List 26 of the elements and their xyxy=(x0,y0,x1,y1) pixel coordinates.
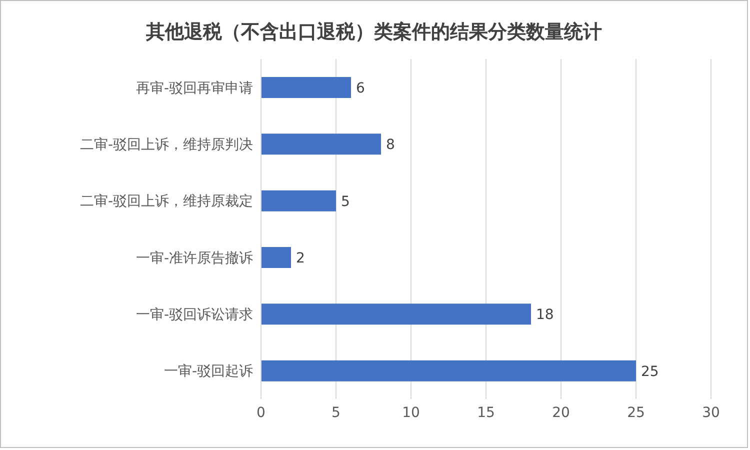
x-tick-label: 20 xyxy=(552,404,570,421)
data-label: 6 xyxy=(356,80,365,96)
bar xyxy=(261,134,381,155)
y-tick-label: 一审-准许原告撤诉 xyxy=(136,250,253,266)
x-tick-label: 30 xyxy=(702,404,720,421)
bar xyxy=(261,190,336,212)
y-tick-label: 二审-驳回上诉，维持原裁定 xyxy=(80,194,253,210)
x-tick-label: 0 xyxy=(256,404,266,421)
data-label: 5 xyxy=(341,194,350,210)
y-tick-label: 二审-驳回上诉，维持原判决 xyxy=(80,136,253,153)
x-tick-label: 15 xyxy=(477,404,495,421)
y-tick-label: 一审-驳回起诉 xyxy=(164,364,253,380)
x-tick-label: 5 xyxy=(332,404,340,421)
bar xyxy=(261,360,636,382)
bar xyxy=(261,304,531,325)
data-label: 8 xyxy=(386,137,395,154)
y-tick-label: 再审-驳回再审申请 xyxy=(136,80,253,96)
bar xyxy=(261,77,351,98)
x-tick-label: 10 xyxy=(402,404,420,421)
data-label: 18 xyxy=(536,307,554,324)
y-tick-label: 一审-驳回诉讼请求 xyxy=(136,306,253,323)
x-tick-label: 25 xyxy=(627,404,645,421)
data-label: 2 xyxy=(296,250,305,266)
data-label: 25 xyxy=(641,364,659,380)
bar xyxy=(261,247,291,268)
chart-title: 其他退税（不含出口退税）类案件的结果分类数量统计 xyxy=(145,20,603,45)
